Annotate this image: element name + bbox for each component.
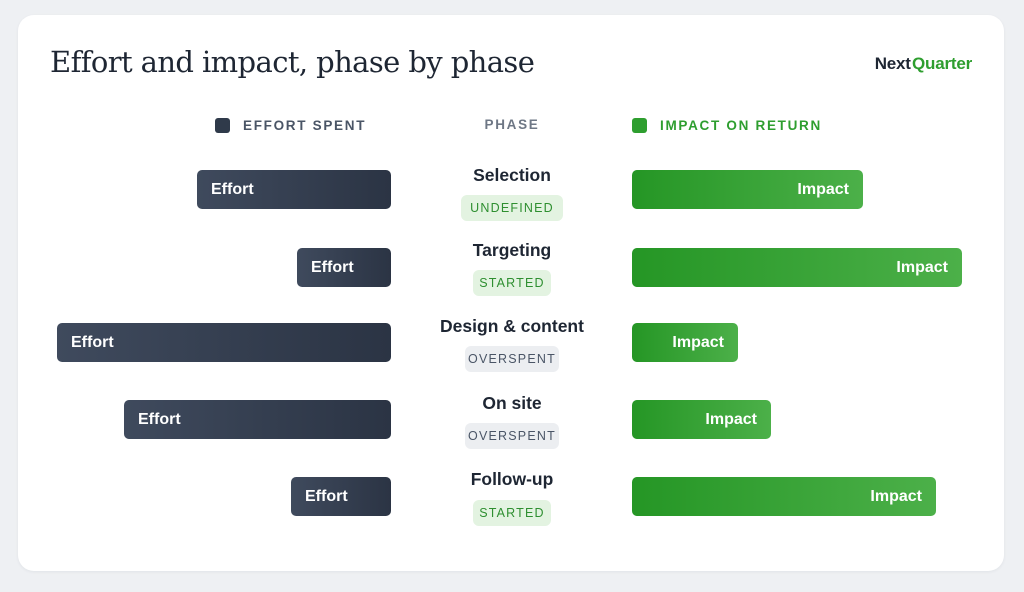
- impact-bar: Impact: [632, 323, 738, 362]
- legend-phase-header: PHASE: [484, 117, 540, 132]
- effort-bar: Effort: [57, 323, 391, 362]
- impact-bar: Impact: [632, 400, 771, 439]
- phase-name: Selection: [473, 165, 551, 185]
- phase-status-badge: OVERSPENT: [465, 346, 559, 372]
- legend-effort-swatch: [215, 117, 230, 133]
- effort-bar: Effort: [197, 170, 391, 209]
- legend-impact: IMPACT ON RETURN: [632, 117, 822, 133]
- legend-impact-label: IMPACT ON RETURN: [660, 117, 822, 133]
- phase-status-badge: OVERSPENT: [465, 423, 559, 449]
- brand-first: Next: [874, 54, 911, 73]
- phase-name: On site: [482, 393, 542, 413]
- impact-bar: Impact: [632, 248, 962, 287]
- chart-title: Effort and impact, phase by phase: [50, 45, 535, 79]
- effort-bar: Effort: [297, 248, 391, 287]
- phase-status-badge: STARTED: [473, 500, 551, 526]
- impact-bar: Impact: [632, 477, 936, 516]
- impact-bar: Impact: [632, 170, 863, 209]
- legend-effort-label: EFFORT SPENT: [243, 117, 367, 133]
- phase-status-badge: UNDEFINED: [461, 195, 563, 221]
- legend-effort: EFFORT SPENT: [215, 117, 366, 133]
- phase-name: Follow-up: [470, 469, 554, 489]
- brand-logo: Next Quarter: [874, 54, 973, 74]
- legend-impact-swatch: [632, 117, 647, 133]
- phase-status-badge: STARTED: [473, 270, 551, 296]
- phase-name: Targeting: [472, 240, 552, 260]
- phase-name: Design & content: [440, 316, 584, 336]
- effort-bar: Effort: [291, 477, 391, 516]
- brand-second: Quarter: [911, 54, 972, 73]
- effort-bar: Effort: [124, 400, 391, 439]
